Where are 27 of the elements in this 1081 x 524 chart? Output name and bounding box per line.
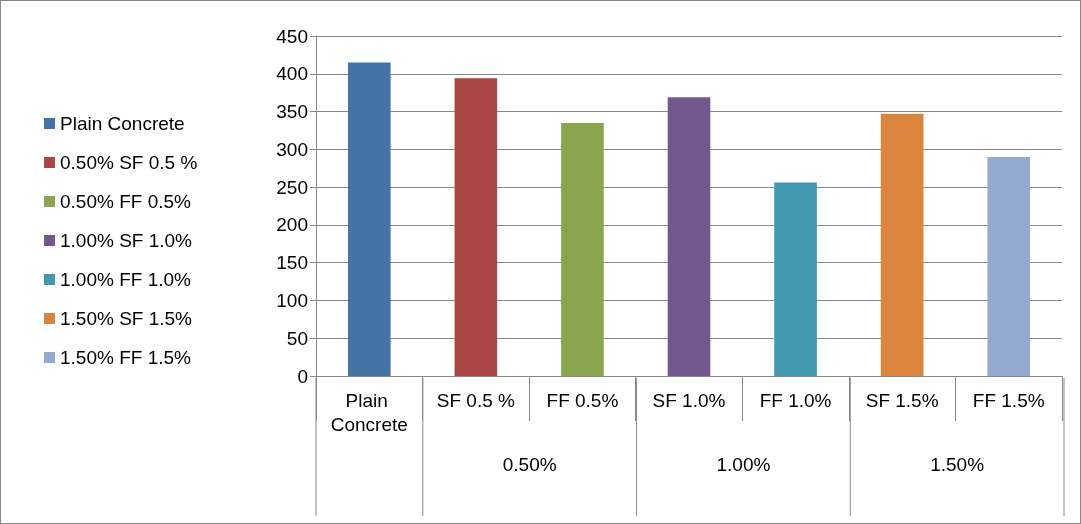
y-tick-label: 400 bbox=[276, 63, 308, 85]
x-tick-label: FF 1.5% bbox=[972, 389, 1045, 411]
x-tick-label: SF 1.5% bbox=[865, 389, 939, 411]
x-tick-label: FF 0.5% bbox=[546, 389, 619, 411]
x-tick-label: SF 0.5 % bbox=[436, 389, 516, 411]
legend-label: 1.00% FF 1.0% bbox=[60, 269, 192, 290]
legend-label: 1.50% FF 1.5% bbox=[60, 347, 192, 368]
y-tick-label: 250 bbox=[276, 176, 308, 198]
legend-label: Plain Concrete bbox=[60, 113, 185, 134]
text: 0.50% bbox=[502, 453, 557, 475]
y-tick-label: 200 bbox=[276, 214, 308, 236]
y-tick-label: 350 bbox=[276, 101, 308, 123]
y-tick-label: 150 bbox=[276, 252, 308, 274]
x-tick-label: Plain Concrete bbox=[330, 389, 408, 435]
legend-label: 0.50% FF 0.5% bbox=[60, 191, 192, 212]
legend-label: 1.00% SF 1.0% bbox=[60, 230, 193, 251]
x-tick-label: FF 1.0% bbox=[759, 389, 832, 411]
legend-label: 0.50% SF 0.5 % bbox=[60, 152, 198, 173]
x-tick-label: SF 1.0% bbox=[652, 389, 726, 411]
y-tick-label: 450 bbox=[276, 25, 308, 47]
legend-label: 1.50% SF 1.5% bbox=[60, 308, 193, 329]
y-tick-label: 50 bbox=[286, 327, 308, 349]
text: 1.00% bbox=[716, 453, 771, 475]
y-tick-label: 0 bbox=[297, 365, 308, 387]
y-tick-label: 100 bbox=[276, 289, 308, 311]
y-tick-label: 300 bbox=[276, 138, 308, 160]
text: 1.50% bbox=[930, 453, 985, 475]
